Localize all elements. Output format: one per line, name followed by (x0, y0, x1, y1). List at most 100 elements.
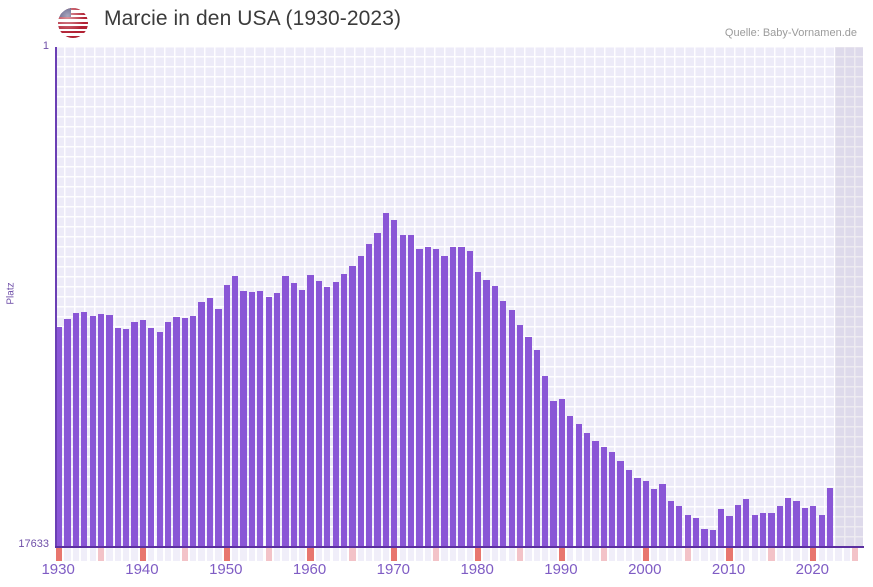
bar-1959[interactable] (299, 290, 306, 547)
bar-1955[interactable] (265, 297, 272, 547)
bar-1956[interactable] (273, 292, 281, 547)
bar-1940[interactable] (139, 319, 147, 547)
bar-1965[interactable] (349, 265, 356, 547)
bar-2017[interactable] (785, 497, 792, 547)
bar-1999[interactable] (634, 478, 641, 547)
bar-1961[interactable] (315, 280, 323, 547)
bar-2003[interactable] (667, 500, 675, 547)
bar-1983[interactable] (500, 301, 507, 547)
bar-2008[interactable] (709, 530, 716, 547)
bar-2013[interactable] (751, 514, 758, 547)
bar-1963[interactable] (332, 282, 339, 547)
bar-1966[interactable] (357, 255, 364, 547)
bar-1969[interactable] (382, 212, 390, 547)
x-tick-1975 (433, 548, 440, 561)
bar-1932[interactable] (72, 312, 80, 547)
bar-1947[interactable] (198, 302, 205, 547)
bar-1997[interactable] (617, 461, 624, 547)
bar-1989[interactable] (550, 401, 557, 547)
bar-1988[interactable] (542, 375, 549, 547)
bar-1931[interactable] (64, 318, 71, 547)
bar-1976[interactable] (441, 255, 448, 547)
bar-2002[interactable] (659, 483, 666, 547)
bar-1950[interactable] (223, 285, 230, 547)
bar-1980[interactable] (475, 272, 482, 547)
x-tick-1942 (156, 548, 163, 561)
bar-1935[interactable] (97, 314, 105, 547)
bar-1938[interactable] (123, 328, 130, 547)
bar-2016[interactable] (776, 506, 783, 547)
bar-1974[interactable] (424, 247, 432, 547)
bar-1971[interactable] (399, 234, 406, 547)
bar-1945[interactable] (181, 318, 188, 547)
bar-1943[interactable] (164, 322, 172, 547)
bar-1933[interactable] (81, 311, 88, 547)
x-tick-1944 (173, 548, 180, 561)
bar-1990[interactable] (558, 398, 566, 547)
flag-gloss (58, 8, 88, 38)
bar-1934[interactable] (89, 315, 96, 547)
bar-2000[interactable] (642, 480, 649, 547)
bar-1995[interactable] (600, 446, 607, 547)
bar-1941[interactable] (148, 327, 155, 547)
bar-1996[interactable] (609, 452, 616, 547)
bar-2010[interactable] (726, 516, 733, 547)
bar-1957[interactable] (282, 275, 289, 547)
x-tick-1965 (349, 548, 356, 561)
bar-1942[interactable] (156, 332, 163, 547)
bar-1981[interactable] (483, 279, 490, 547)
bar-1975[interactable] (433, 249, 440, 547)
bar-2009[interactable] (718, 509, 725, 547)
bar-1967[interactable] (366, 244, 373, 547)
bar-2014[interactable] (759, 513, 767, 547)
bar-2022[interactable] (826, 487, 834, 547)
bar-1968[interactable] (374, 233, 381, 547)
bar-1964[interactable] (340, 273, 348, 547)
bar-1979[interactable] (466, 251, 473, 547)
bar-2005[interactable] (684, 514, 691, 547)
bar-1939[interactable] (131, 322, 138, 547)
x-tick-1964 (340, 548, 348, 561)
bar-2018[interactable] (793, 500, 800, 547)
bar-1962[interactable] (324, 287, 331, 547)
bar-1977[interactable] (449, 247, 457, 547)
bar-1994[interactable] (592, 441, 599, 547)
bar-1992[interactable] (575, 424, 582, 547)
bar-1936[interactable] (106, 314, 113, 547)
bar-1973[interactable] (416, 248, 423, 547)
bar-1948[interactable] (206, 297, 214, 547)
bar-1944[interactable] (173, 316, 180, 547)
bar-1993[interactable] (583, 432, 591, 547)
bar-1946[interactable] (190, 315, 197, 547)
bar-1985[interactable] (516, 324, 524, 547)
bar-1952[interactable] (240, 291, 247, 547)
bar-1986[interactable] (525, 336, 532, 547)
bar-1970[interactable] (391, 220, 398, 547)
bar-1998[interactable] (625, 469, 633, 547)
bar-1984[interactable] (508, 309, 515, 547)
bar-1953[interactable] (248, 292, 256, 547)
bar-1949[interactable] (215, 309, 222, 547)
bar-1960[interactable] (307, 274, 314, 547)
bar-2006[interactable] (692, 517, 700, 547)
bar-2011[interactable] (734, 504, 742, 547)
bar-1937[interactable] (114, 328, 121, 547)
bar-1958[interactable] (290, 283, 297, 547)
bar-1978[interactable] (458, 247, 465, 547)
bar-1987[interactable] (533, 350, 540, 547)
bar-2021[interactable] (818, 514, 825, 547)
bar-2020[interactable] (810, 506, 817, 547)
bar-2004[interactable] (676, 506, 683, 547)
bar-2001[interactable] (650, 489, 658, 547)
bar-2015[interactable] (768, 513, 775, 547)
bar-2019[interactable] (801, 507, 809, 547)
bar-1954[interactable] (257, 291, 264, 547)
y-axis-bottom-label: 17633 (18, 538, 49, 550)
bar-1972[interactable] (407, 235, 415, 547)
bar-2007[interactable] (701, 529, 708, 547)
bar-2012[interactable] (743, 499, 750, 547)
bar-1930[interactable] (56, 326, 63, 547)
bar-1991[interactable] (567, 415, 574, 547)
bar-1951[interactable] (231, 276, 239, 547)
bar-1982[interactable] (491, 285, 499, 547)
